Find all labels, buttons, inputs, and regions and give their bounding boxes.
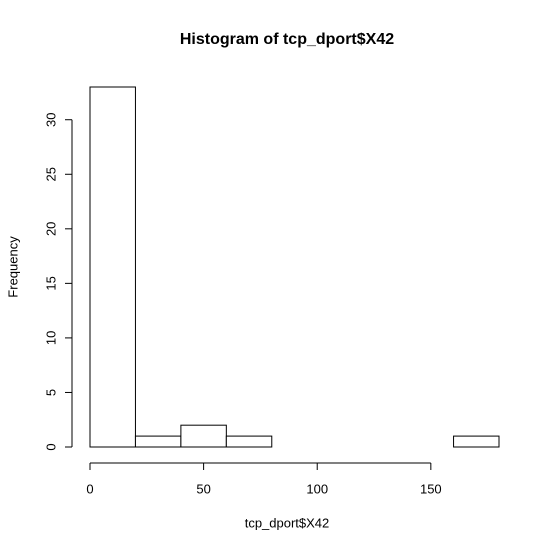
y-tick-label: 5	[43, 389, 58, 396]
y-tick-label: 10	[43, 331, 58, 345]
x-axis-label: tcp_dport$X42	[245, 515, 330, 530]
x-tick-label: 0	[86, 481, 93, 496]
x-tick-label: 100	[306, 481, 328, 496]
bar	[453, 435, 500, 448]
y-axis-label: Frequency	[5, 236, 20, 298]
y-tick-label: 25	[43, 167, 58, 181]
bar	[89, 86, 136, 448]
bar	[225, 435, 273, 448]
y-tick-label: 20	[43, 222, 58, 236]
x-tick-label: 150	[420, 481, 442, 496]
chart-title: Histogram of tcp_dport$X42	[180, 31, 394, 48]
bar	[134, 435, 182, 448]
x-tick-label: 50	[196, 481, 210, 496]
bar	[180, 424, 227, 448]
y-tick-label: 30	[43, 112, 58, 126]
y-tick-label: 15	[43, 276, 58, 290]
y-tick-label: 0	[43, 443, 58, 450]
